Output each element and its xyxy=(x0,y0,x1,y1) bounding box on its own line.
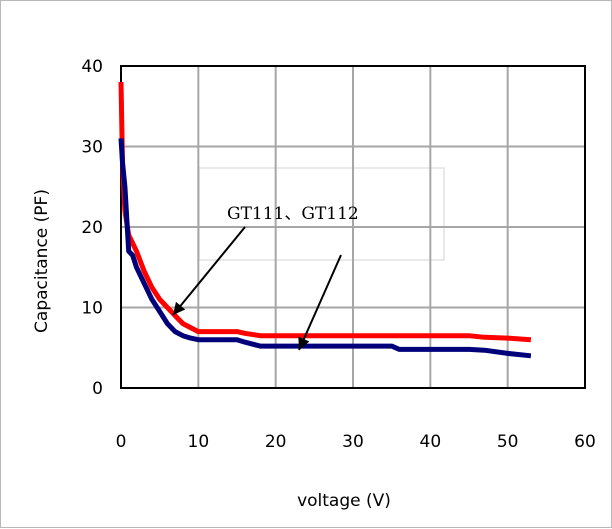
y-axis-title: Capacitance (PF) xyxy=(32,189,52,333)
annotation-arrow-blue xyxy=(298,254,342,351)
x-tick-label: 0 xyxy=(116,432,127,452)
annotation-arrow-red xyxy=(172,226,246,316)
series-line-2 xyxy=(118,138,532,359)
x-axis-title: voltage (V) xyxy=(297,491,391,511)
annotation-arrow-blue-shaft xyxy=(298,254,342,351)
plot-border xyxy=(120,65,586,389)
annotation-arrow-red-shaft xyxy=(172,226,246,316)
y-tick-label: 30 xyxy=(81,138,103,158)
x-tick-label: 10 xyxy=(188,432,210,452)
annotation-arrow-red-head xyxy=(173,301,186,315)
x-tick-label: 40 xyxy=(420,432,442,452)
x-tick-label: 50 xyxy=(497,432,519,452)
series-line-1 xyxy=(118,82,532,343)
annotation-arrow-blue-head xyxy=(298,336,310,350)
x-tick-label: 20 xyxy=(265,432,287,452)
y-tick-label: 10 xyxy=(81,299,103,319)
x-tick-label: 60 xyxy=(574,432,596,452)
y-tick-label: 40 xyxy=(81,57,103,77)
y-tick-label: 20 xyxy=(81,218,103,238)
y-tick-label: 0 xyxy=(92,379,103,399)
annotation-label: GT111、GT112 xyxy=(227,204,359,224)
x-tick-label: 30 xyxy=(342,432,364,452)
